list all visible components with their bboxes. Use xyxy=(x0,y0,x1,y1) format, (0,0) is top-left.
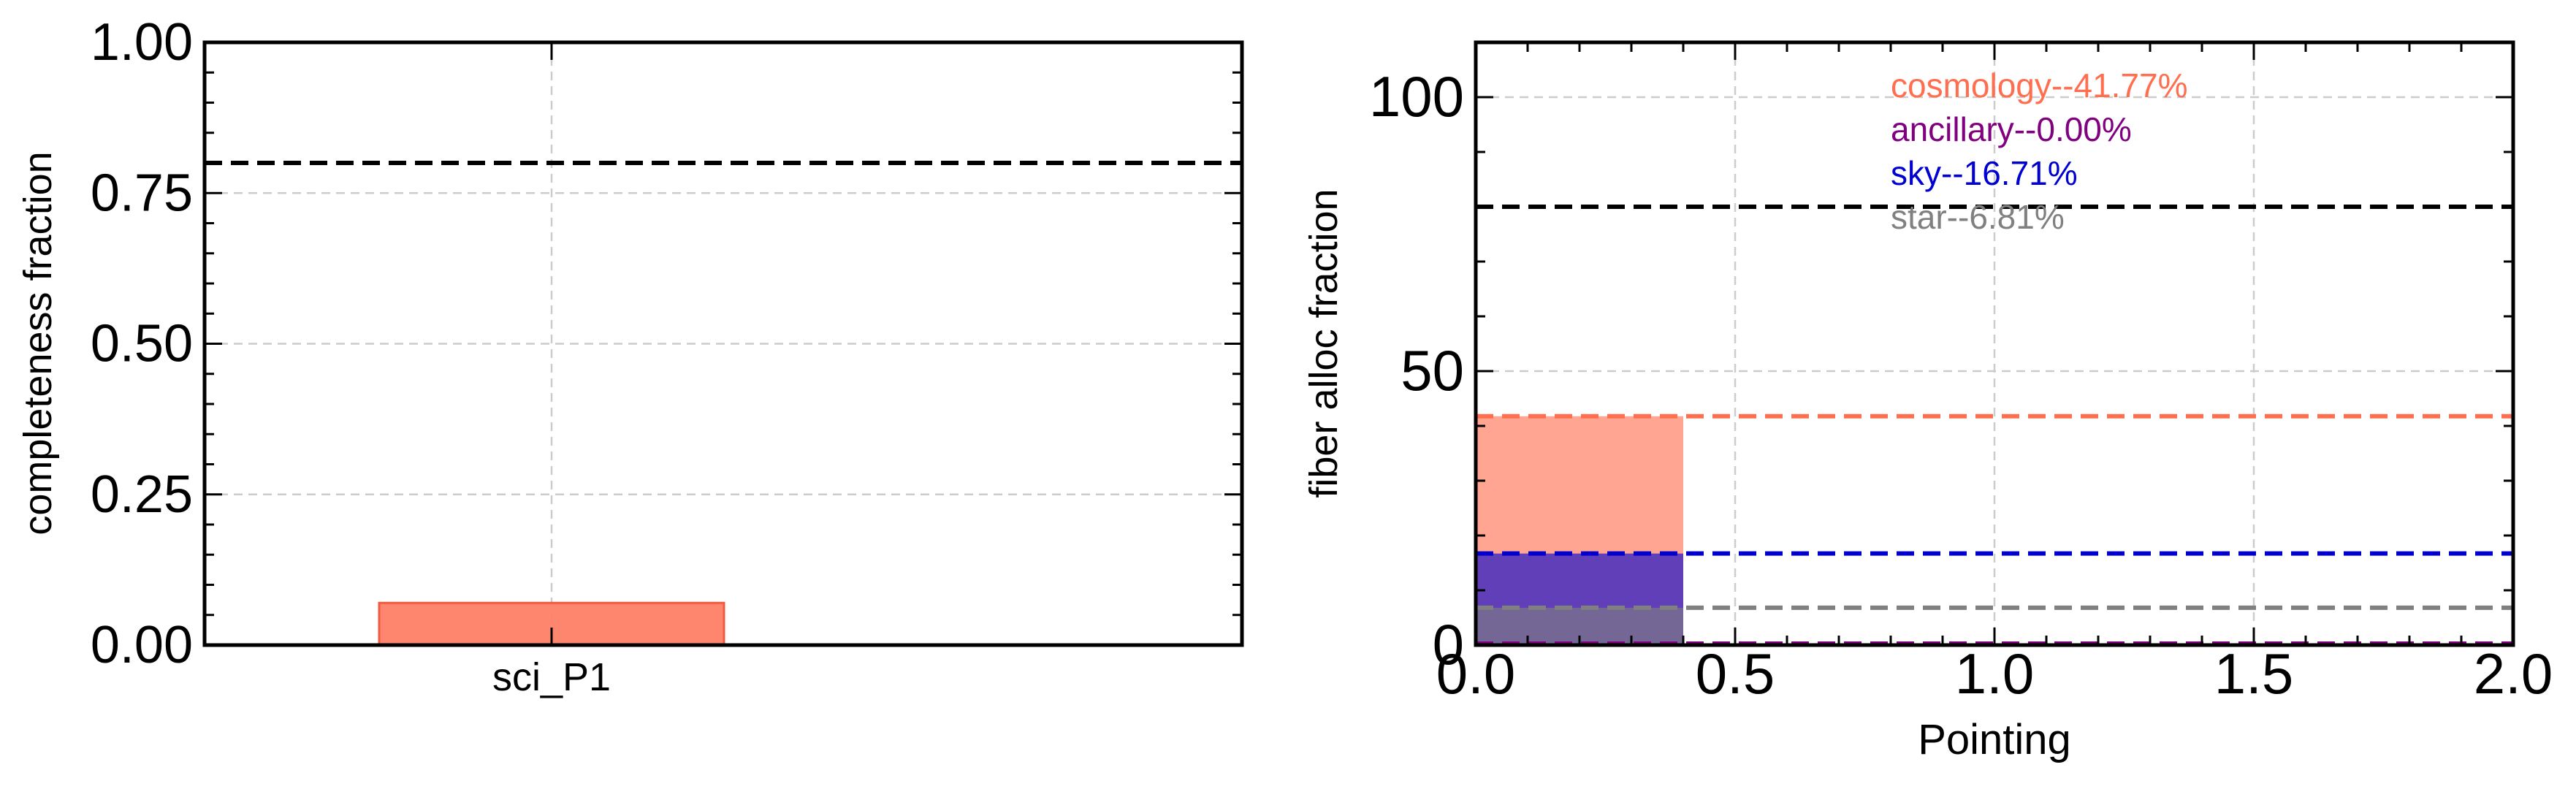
y-tick-label: 0.00 xyxy=(91,616,193,674)
x-tick-label: 2.0 xyxy=(2474,641,2553,706)
annotation-star: star--6.81% xyxy=(1891,198,2065,236)
y-tick-label: 0.50 xyxy=(91,315,193,373)
annotation-cosmology: cosmology--41.77% xyxy=(1891,66,2188,104)
y-tick-label: 1.00 xyxy=(91,13,193,72)
x-tick-label: 1.5 xyxy=(2214,641,2293,706)
y-tick-label: 0.75 xyxy=(91,164,193,222)
x-axis-label: Pointing xyxy=(1918,716,2071,763)
annotation-ancillary: ancillary--0.00% xyxy=(1891,110,2132,148)
bars xyxy=(1476,416,1683,645)
annotation-sky: sky--16.71% xyxy=(1891,154,2078,192)
grid xyxy=(205,42,1242,645)
x-tick-label: 0.0 xyxy=(1436,641,1515,706)
series-annotations: cosmology--41.77% ancillary--0.00% sky--16… xyxy=(1891,66,2188,236)
ticks xyxy=(205,41,1242,647)
ticks xyxy=(1474,41,2515,647)
y-tick-label: 100 xyxy=(1369,64,1464,129)
completeness-panel: 0.00 0.25 0.50 0.75 1.00 sci_P1 completeness… xyxy=(16,13,1244,699)
x-tick-label: 0.5 xyxy=(1696,641,1775,706)
x-tick-labels: 0.0 0.5 1.0 1.5 2.0 xyxy=(1436,641,2553,706)
grid xyxy=(1476,42,2513,645)
y-tick-label: 0.25 xyxy=(91,465,193,524)
y-tick-label: 50 xyxy=(1401,338,1464,403)
y-tick-labels: 0 50 100 xyxy=(1369,64,1464,676)
y-axis-label: completeness fraction xyxy=(16,151,60,535)
x-tick-label: sci_P1 xyxy=(492,655,611,699)
fiber-alloc-panel: 0 50 100 0.0 0.5 1.0 1.5 2.0 cosmology--41.77%… xyxy=(1302,40,2553,763)
y-axis-label: fiber alloc fraction xyxy=(1302,188,1346,498)
y-tick-label: 0 xyxy=(1433,612,1464,676)
x-tick-label: 1.0 xyxy=(1955,641,2034,706)
y-tick-labels: 0.00 0.25 0.50 0.75 1.00 xyxy=(91,13,193,674)
x-tick-labels: sci_P1 xyxy=(492,655,611,699)
